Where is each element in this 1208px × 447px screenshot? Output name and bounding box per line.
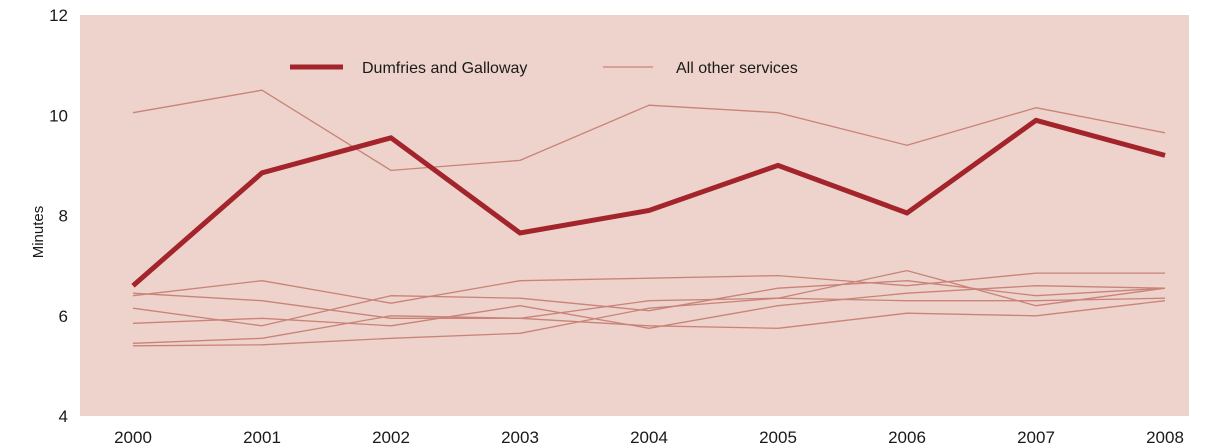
y-tick-label: 10 [49, 106, 68, 125]
y-axis-label: Minutes [30, 206, 47, 259]
x-tick-label: 2002 [372, 428, 410, 447]
legend: Dumfries and Galloway All other services [290, 60, 798, 77]
dumfries-galloway-line [131, 117, 1166, 288]
other-service-line-6 [132, 300, 1166, 344]
x-tick-label: 2005 [759, 428, 797, 447]
other-services-lines [132, 89, 1166, 347]
other-service-line-3 [132, 269, 1166, 319]
y-tick-label: 12 [49, 6, 68, 25]
other-service-line-5 [132, 285, 1166, 329]
x-axis-ticks: 2000 2001 2002 2003 2004 2005 2006 2007 2008 [114, 428, 1184, 447]
y-tick-label: 8 [59, 207, 68, 226]
y-axis-ticks: 4 6 8 10 12 [49, 6, 68, 426]
x-tick-label: 2004 [630, 428, 668, 447]
x-tick-label: 2008 [1146, 428, 1184, 447]
legend-label-other-services: All other services [676, 60, 798, 77]
y-tick-label: 4 [59, 407, 68, 426]
x-tick-label: 2001 [243, 428, 281, 447]
legend-label-dumfries-galloway: Dumfries and Galloway [362, 60, 527, 77]
other-service-line-7 [132, 297, 1166, 347]
y-tick-label: 6 [59, 307, 68, 326]
x-tick-label: 2007 [1017, 428, 1055, 447]
x-tick-label: 2003 [501, 428, 539, 447]
other-service-line-4 [132, 280, 1166, 327]
other-service-line-2 [132, 272, 1165, 304]
other-service-line-1 [132, 89, 1166, 172]
x-tick-label: 2000 [114, 428, 152, 447]
x-tick-label: 2006 [888, 428, 926, 447]
dumfries-galloway-line-group [131, 117, 1166, 288]
